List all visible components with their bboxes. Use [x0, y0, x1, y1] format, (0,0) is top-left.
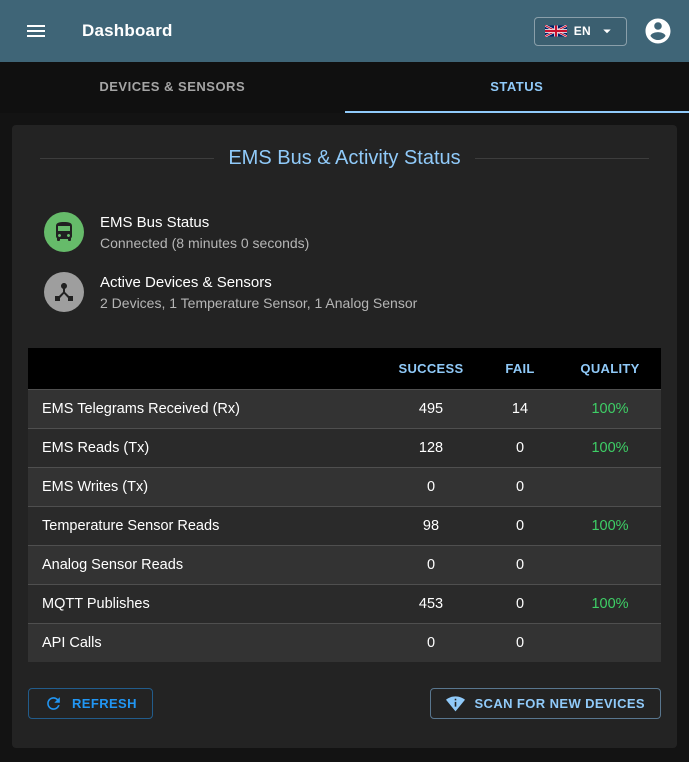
uk-flag-icon — [544, 25, 567, 37]
stat-name: MQTT Publishes — [42, 595, 150, 612]
ems-bus-status-title: EMS Bus Status — [100, 213, 210, 231]
page-title: Dashboard — [82, 21, 173, 40]
page-content: EMS Bus & Activity Status EMS Bus Status… — [0, 113, 689, 760]
table-header-row: SUCCESS FAIL QUALITY — [28, 348, 661, 389]
account-circle-icon — [645, 18, 671, 44]
stat-fail: 0 — [515, 634, 525, 651]
column-header-fail: FAIL — [505, 360, 535, 376]
stat-name: Analog Sensor Reads — [42, 556, 184, 573]
table-row: API Calls 0 0 — [28, 623, 661, 662]
table-row: EMS Telegrams Received (Rx) 495 14 100% — [28, 389, 661, 428]
column-header-name — [28, 348, 381, 389]
table-row: EMS Writes (Tx) 0 0 — [28, 467, 661, 506]
stat-fail: 14 — [511, 400, 529, 417]
button-row: REFRESH SCAN FOR NEW DEVICES — [28, 688, 661, 719]
table-row: Temperature Sensor Reads 98 0 100% — [28, 506, 661, 545]
divider-left — [40, 158, 215, 159]
tab-devices-and-sensors[interactable]: DEVICES & SENSORS — [99, 79, 246, 94]
stat-fail: 0 — [515, 478, 525, 495]
table-row: MQTT Publishes 453 0 100% — [28, 584, 661, 623]
scan-button-label: SCAN FOR NEW DEVICES — [474, 696, 645, 711]
stat-fail: 0 — [515, 595, 525, 612]
account-button[interactable] — [643, 16, 673, 46]
scan-wifi-icon — [446, 696, 466, 712]
language-selector[interactable]: EN — [533, 16, 627, 46]
stat-quality: 100% — [591, 595, 629, 612]
stat-fail: 0 — [515, 517, 525, 534]
bus-icon — [56, 222, 72, 241]
card-title-row: EMS Bus & Activity Status — [12, 125, 677, 170]
stat-name: EMS Telegrams Received (Rx) — [42, 400, 240, 417]
status-list: EMS Bus Status Connected (8 minutes 0 se… — [12, 202, 677, 322]
scan-for-new-devices-button[interactable]: SCAN FOR NEW DEVICES — [430, 688, 661, 719]
list-item-ems-bus-status: EMS Bus Status Connected (8 minutes 0 se… — [12, 202, 677, 262]
refresh-button-label: REFRESH — [72, 696, 137, 711]
app-bar: Dashboard EN — [0, 0, 689, 62]
ems-bus-status-value: Connected (8 minutes 0 seconds) — [100, 234, 310, 251]
stat-name: EMS Reads (Tx) — [42, 439, 150, 456]
bus-avatar — [44, 212, 84, 252]
stat-quality — [559, 623, 661, 662]
stat-success: 453 — [418, 595, 444, 612]
hamburger-menu-button[interactable] — [16, 11, 56, 51]
stat-name: EMS Writes (Tx) — [42, 478, 149, 495]
stat-success: 0 — [426, 634, 436, 651]
menu-icon — [27, 25, 45, 37]
stat-name: Temperature Sensor Reads — [42, 517, 220, 534]
stat-success: 0 — [426, 556, 436, 573]
active-devices-title: Active Devices & Sensors — [100, 273, 272, 291]
chevron-down-icon — [603, 29, 611, 34]
stat-success: 98 — [422, 517, 440, 534]
stat-quality: 100% — [591, 400, 629, 417]
stat-name: API Calls — [42, 634, 102, 651]
status-card: EMS Bus & Activity Status EMS Bus Status… — [12, 125, 677, 748]
divider-right — [474, 158, 649, 159]
stat-fail: 0 — [515, 439, 525, 456]
column-header-success: SUCCESS — [398, 360, 464, 376]
stat-fail: 0 — [515, 556, 525, 573]
device-hub-icon — [55, 283, 73, 301]
activity-stats-table: SUCCESS FAIL QUALITY EMS Telegrams Recei… — [28, 348, 661, 662]
active-devices-value: 2 Devices, 1 Temperature Sensor, 1 Analo… — [100, 294, 418, 311]
refresh-icon — [47, 697, 60, 710]
stat-success: 495 — [418, 400, 444, 417]
list-item-active-devices: Active Devices & Sensors 2 Devices, 1 Te… — [12, 262, 677, 322]
stat-quality: 100% — [591, 439, 629, 456]
refresh-button[interactable]: REFRESH — [28, 688, 153, 719]
stat-success: 0 — [426, 478, 436, 495]
language-selected-label: EN — [573, 24, 591, 38]
tab-bar: DEVICES & SENSORS STATUS — [0, 62, 689, 113]
card-title: EMS Bus & Activity Status — [228, 147, 461, 169]
device-hub-avatar — [44, 272, 84, 312]
column-header-quality: QUALITY — [580, 360, 640, 376]
stat-quality — [559, 545, 661, 584]
table-row: EMS Reads (Tx) 128 0 100% — [28, 428, 661, 467]
table-row: Analog Sensor Reads 0 0 — [28, 545, 661, 584]
stat-success: 128 — [418, 439, 444, 456]
stat-quality — [559, 467, 661, 506]
stat-quality: 100% — [591, 517, 629, 534]
tab-status[interactable]: STATUS — [344, 62, 689, 113]
